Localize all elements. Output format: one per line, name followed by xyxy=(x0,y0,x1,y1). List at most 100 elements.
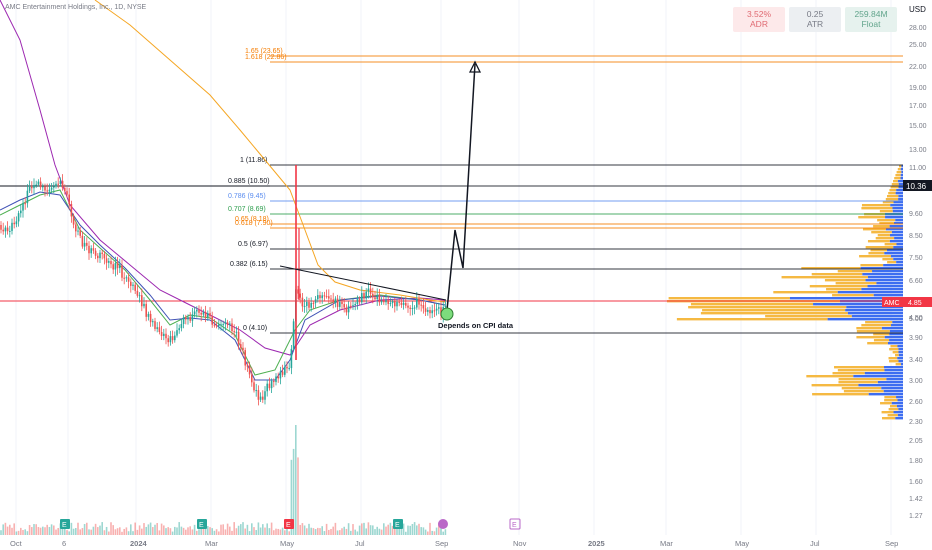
candle-body xyxy=(319,295,321,299)
profile-bar-up xyxy=(824,279,866,282)
profile-bar-down xyxy=(889,339,903,342)
volume-bar xyxy=(422,527,425,535)
ma-line-green xyxy=(0,189,446,376)
candle-body xyxy=(242,347,244,351)
volume-bar xyxy=(145,526,147,535)
volume-bar xyxy=(435,527,438,535)
profile-bar-down xyxy=(883,366,903,369)
candle-body xyxy=(211,316,213,325)
time-axis[interactable]: Oct 6 2024 Mar May Jul Sep Nov 2025 Mar May Jul Sep xyxy=(10,539,898,548)
candle-body xyxy=(385,300,387,303)
volume-bar xyxy=(180,526,183,535)
profile-bar-down xyxy=(873,294,903,297)
volume-bar xyxy=(127,531,130,535)
volume-bar xyxy=(246,524,249,535)
candle-body xyxy=(143,303,145,307)
price-axis[interactable]: 28.00 25.00 22.00 19.00 17.00 15.00 13.00 11.00… xyxy=(882,25,932,520)
profile-bar-down xyxy=(895,219,903,222)
candle-body xyxy=(48,189,51,192)
volume-bar xyxy=(328,529,330,535)
volume-bar xyxy=(94,523,97,535)
volume-bar xyxy=(275,528,277,535)
candle-body xyxy=(83,242,86,247)
adr-stat: 3.52% ADR xyxy=(733,7,785,32)
volume-bar xyxy=(286,529,288,535)
candle-body xyxy=(61,180,64,188)
volume-bar xyxy=(178,522,180,535)
profile-bar-down xyxy=(846,306,903,309)
volume-bar xyxy=(209,527,211,535)
volume-bar xyxy=(367,522,370,535)
profile-bar-down xyxy=(895,417,903,420)
candle-body xyxy=(407,305,409,308)
volume-bar xyxy=(237,525,240,535)
profile-bar-down xyxy=(851,315,903,318)
volume-bar xyxy=(88,529,90,535)
candle-body xyxy=(332,299,334,303)
candle-body xyxy=(132,284,134,286)
candle-body xyxy=(72,216,75,225)
candle-body xyxy=(422,305,425,309)
candlesticks xyxy=(0,165,447,406)
candle-body xyxy=(431,310,433,314)
profile-bar-down xyxy=(900,168,903,171)
profile-bar-down xyxy=(897,357,903,360)
candle-body xyxy=(11,222,13,231)
volume-bar xyxy=(204,523,207,535)
candle-body xyxy=(26,190,29,204)
candle-body xyxy=(213,324,216,326)
candle-body xyxy=(75,224,77,232)
volume-bar xyxy=(343,526,345,535)
volume-bar xyxy=(317,527,319,535)
profile-bar-down xyxy=(891,231,903,234)
volume-bar xyxy=(11,527,13,535)
atr-stat: 0.25 ATR xyxy=(789,7,841,32)
volume-bar xyxy=(77,522,79,535)
candle-body xyxy=(169,336,172,343)
candle-body xyxy=(290,348,293,369)
volume-bar xyxy=(391,525,394,535)
profile-bar-down xyxy=(897,399,903,402)
profile-bar-up xyxy=(867,240,890,243)
candle-body xyxy=(145,303,147,317)
candle-body xyxy=(262,396,264,400)
candle-body xyxy=(207,313,209,318)
volume-bar xyxy=(99,525,101,535)
candle-body xyxy=(222,324,224,326)
symbol-title[interactable]: AMC Entertainment Holdings, Inc., 1D, NY… xyxy=(5,4,147,11)
volume-bar xyxy=(442,531,444,535)
volume-bar xyxy=(336,530,339,535)
profile-bar-down xyxy=(893,201,903,204)
profile-bar-down xyxy=(900,363,903,366)
time-tick-label: 6 xyxy=(62,539,66,548)
candle-body xyxy=(365,291,367,299)
candle-body xyxy=(376,294,378,300)
profile-bar-down xyxy=(900,174,903,177)
profile-bar-down xyxy=(883,390,903,393)
volume-bar xyxy=(119,527,121,535)
candle-body xyxy=(240,344,242,348)
candle-body xyxy=(110,261,112,265)
profile-bar-down xyxy=(853,375,903,378)
profile-bar-down xyxy=(872,270,903,273)
volume-bar xyxy=(303,525,306,535)
projection-drawing[interactable]: Depends on CPI data xyxy=(279,60,514,330)
candle-body xyxy=(273,380,275,383)
volume-bar xyxy=(383,523,385,535)
currency-label[interactable]: USD xyxy=(909,5,926,14)
profile-bar-down xyxy=(883,264,903,267)
price-tick-label: 6.60 xyxy=(909,278,923,285)
volume-bar xyxy=(182,527,185,535)
profile-bar-up xyxy=(867,342,888,345)
candle-body xyxy=(352,305,354,307)
volume-bar xyxy=(152,527,154,535)
volume-bar xyxy=(211,528,213,535)
candle-body xyxy=(435,308,438,311)
profile-bar-up xyxy=(887,414,898,417)
candle-body xyxy=(268,383,271,389)
volume-bar xyxy=(75,527,77,535)
time-tick-label: Oct xyxy=(10,539,23,548)
fibonacci-retracement[interactable]: 1.65 (23.65)1.618 (22.86) 1 (11.86) 0.885 … xyxy=(0,48,903,334)
